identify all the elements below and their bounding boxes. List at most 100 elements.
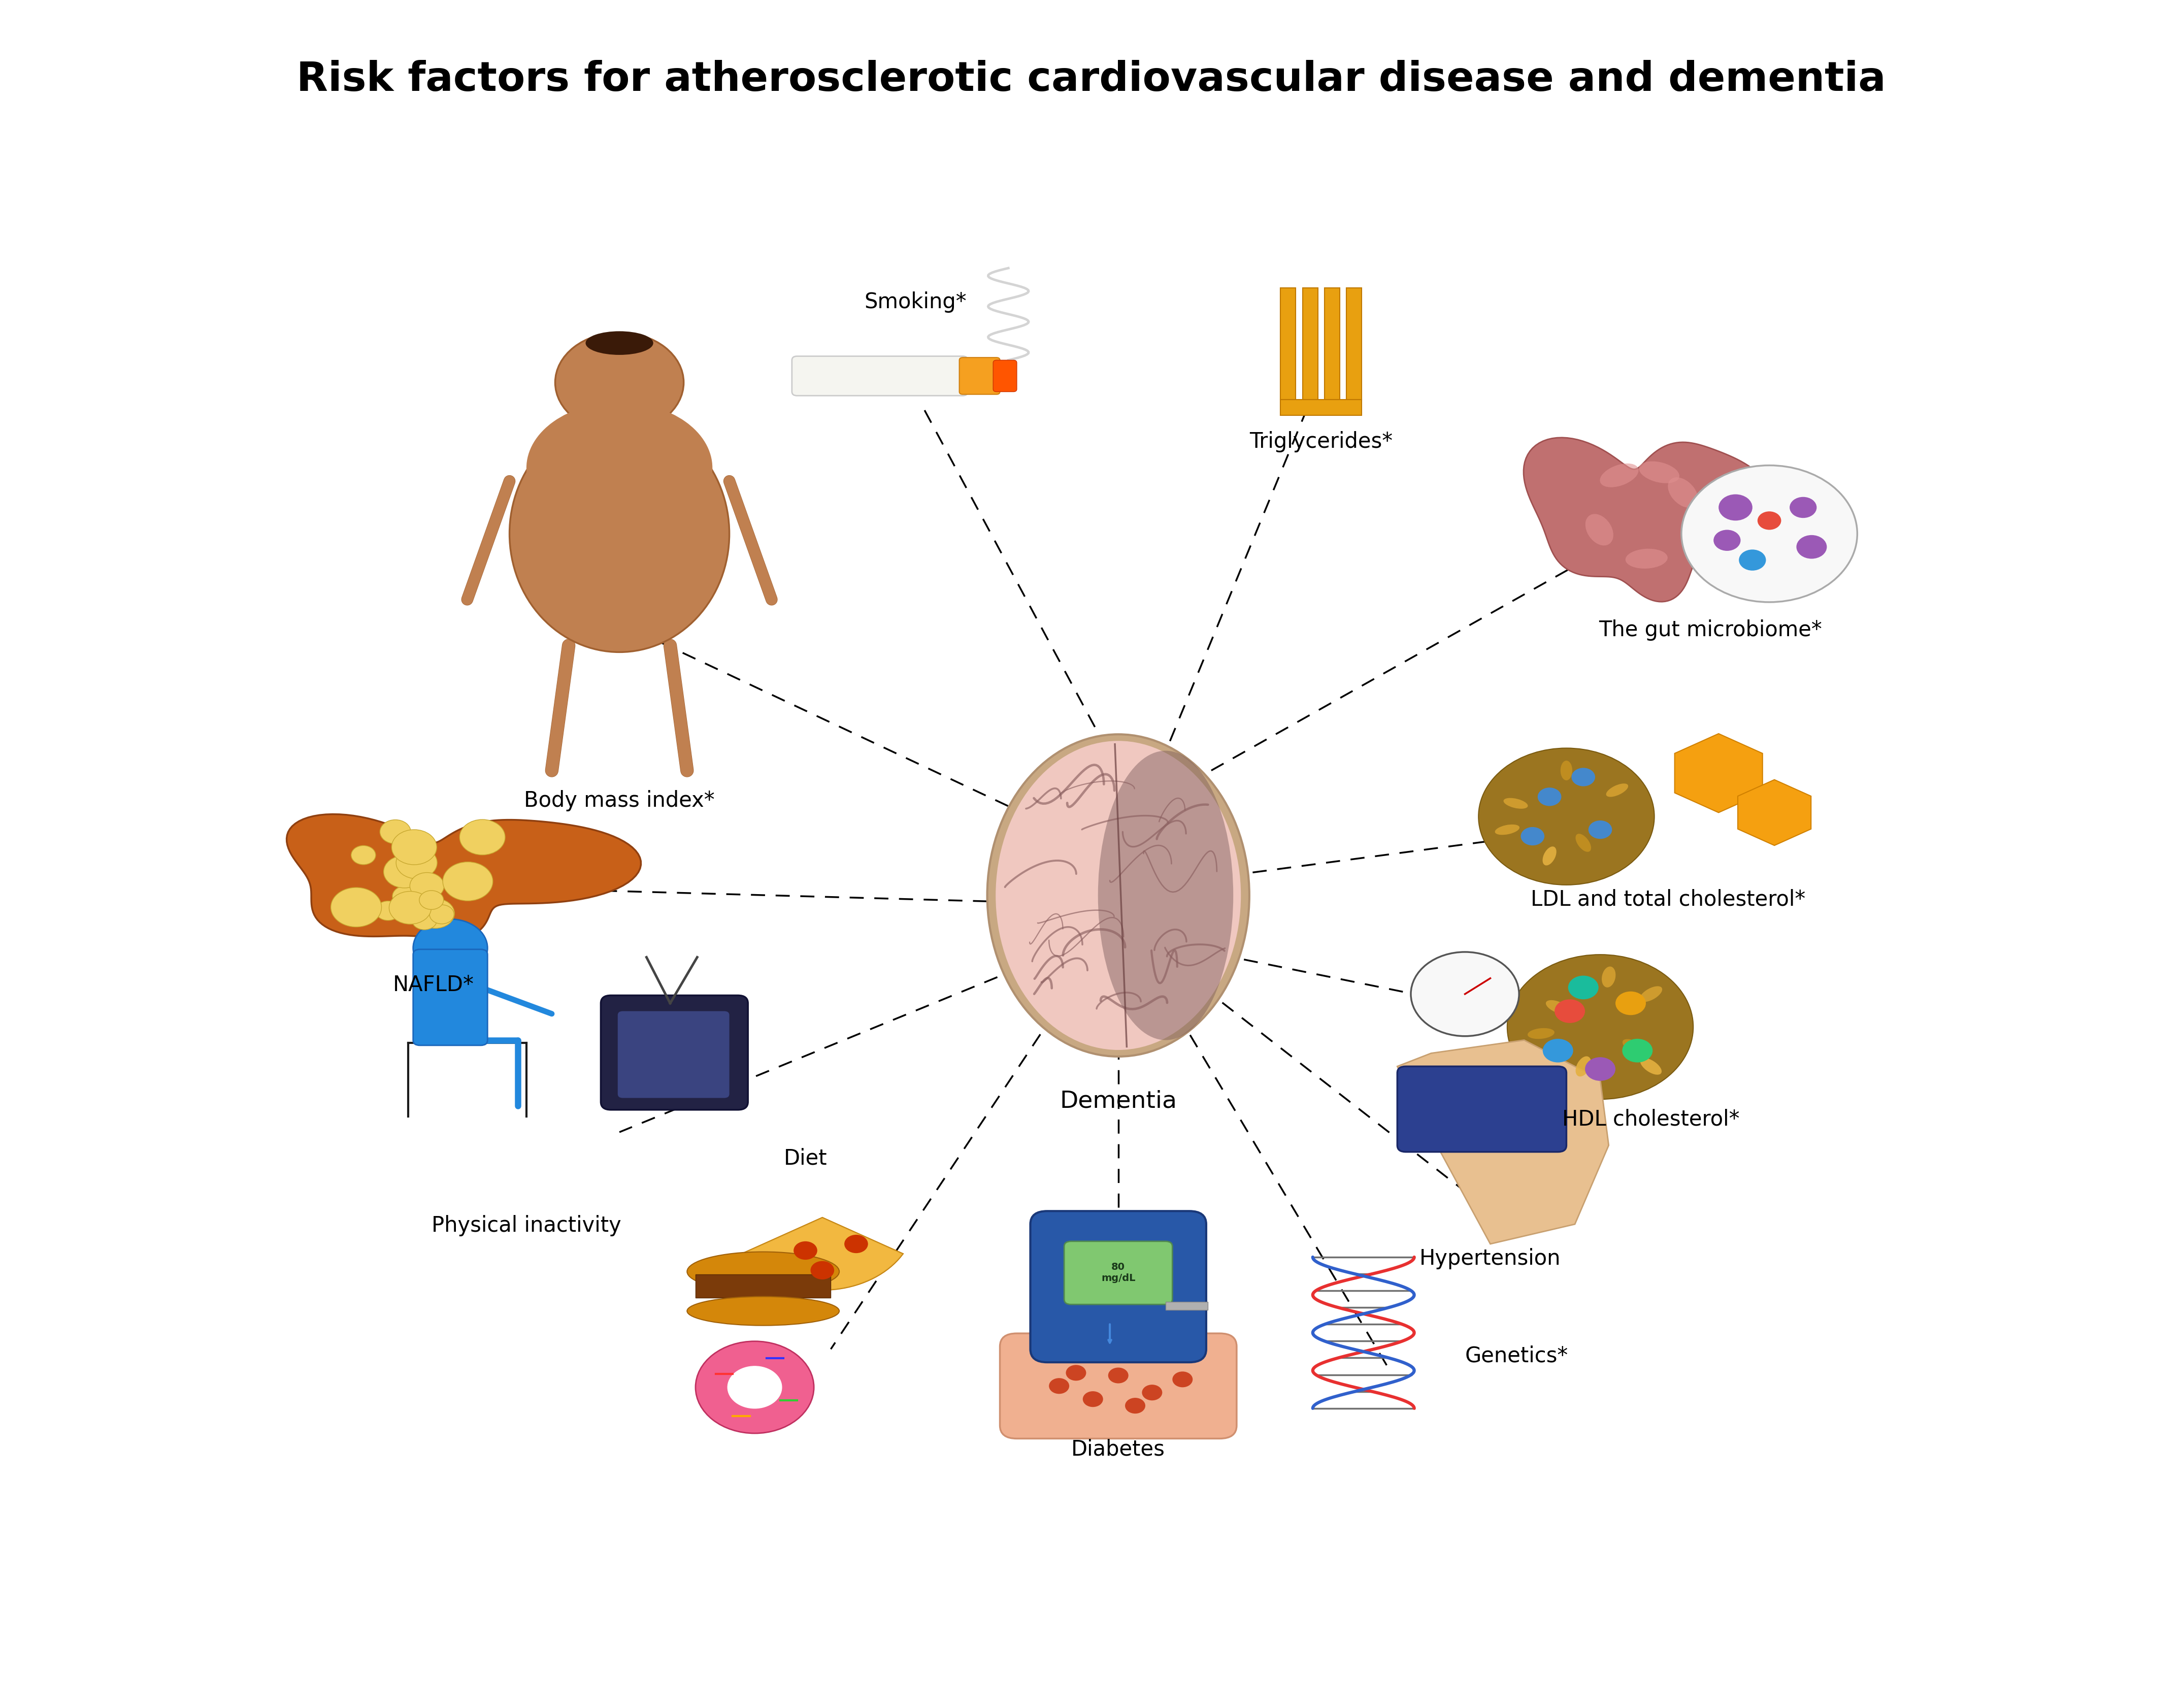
Text: Body mass index*: Body mass index*	[524, 791, 716, 811]
Circle shape	[1065, 1365, 1087, 1380]
Circle shape	[1739, 550, 1765, 570]
FancyBboxPatch shape	[999, 1334, 1237, 1438]
Text: Diet: Diet	[783, 1148, 827, 1168]
Circle shape	[1141, 1385, 1163, 1401]
Polygon shape	[286, 815, 642, 939]
Text: HDL cholesterol*: HDL cholesterol*	[1562, 1108, 1739, 1129]
Circle shape	[412, 919, 487, 977]
Circle shape	[430, 905, 454, 924]
Circle shape	[397, 847, 436, 878]
Circle shape	[388, 892, 432, 924]
Ellipse shape	[1626, 548, 1667, 569]
FancyBboxPatch shape	[600, 996, 748, 1110]
Circle shape	[1588, 820, 1612, 839]
Text: Dementia: Dementia	[1060, 1090, 1176, 1114]
Circle shape	[1789, 497, 1818, 518]
Ellipse shape	[1641, 1057, 1663, 1074]
Ellipse shape	[1599, 463, 1639, 487]
Ellipse shape	[1623, 1038, 1645, 1054]
FancyBboxPatch shape	[412, 950, 487, 1045]
Circle shape	[1108, 1368, 1128, 1383]
Ellipse shape	[1586, 514, 1612, 545]
Circle shape	[1615, 991, 1645, 1015]
Circle shape	[1569, 975, 1599, 999]
Circle shape	[384, 856, 425, 888]
Circle shape	[1719, 494, 1752, 521]
Polygon shape	[742, 1218, 903, 1290]
Polygon shape	[1523, 437, 1772, 601]
Text: The gut microbiome*: The gut microbiome*	[1599, 620, 1822, 640]
Circle shape	[1682, 465, 1857, 603]
Circle shape	[1412, 951, 1519, 1037]
Circle shape	[399, 834, 436, 863]
Ellipse shape	[1560, 760, 1573, 781]
FancyBboxPatch shape	[1065, 1242, 1172, 1305]
Circle shape	[1713, 529, 1741, 552]
Circle shape	[1621, 1038, 1652, 1062]
Text: NAFLD*: NAFLD*	[393, 974, 473, 996]
Ellipse shape	[687, 1296, 840, 1325]
Circle shape	[1521, 827, 1545, 845]
FancyBboxPatch shape	[618, 1011, 729, 1098]
Ellipse shape	[1602, 967, 1615, 987]
Ellipse shape	[1495, 825, 1519, 835]
Text: Smoking*: Smoking*	[864, 292, 967, 313]
Circle shape	[410, 873, 445, 898]
Text: Diabetes: Diabetes	[1071, 1438, 1165, 1460]
Bar	[1281, 289, 1296, 400]
Ellipse shape	[1503, 798, 1527, 808]
Text: Triglycerides*: Triglycerides*	[1250, 430, 1392, 453]
Text: Hypertension: Hypertension	[1420, 1249, 1560, 1269]
Circle shape	[1479, 748, 1654, 885]
Text: Genetics*: Genetics*	[1464, 1346, 1569, 1366]
Bar	[1281, 400, 1362, 415]
FancyBboxPatch shape	[1030, 1211, 1207, 1363]
Polygon shape	[1396, 1040, 1608, 1243]
Circle shape	[1126, 1397, 1146, 1414]
Circle shape	[1571, 769, 1595, 786]
Ellipse shape	[1527, 1028, 1554, 1038]
Circle shape	[727, 1366, 781, 1409]
Circle shape	[380, 820, 410, 844]
FancyBboxPatch shape	[993, 360, 1017, 391]
FancyBboxPatch shape	[792, 357, 969, 396]
Circle shape	[1584, 1057, 1615, 1081]
Circle shape	[375, 902, 401, 921]
Circle shape	[1538, 787, 1562, 806]
Ellipse shape	[1667, 477, 1698, 507]
Ellipse shape	[585, 331, 652, 355]
Bar	[1324, 289, 1340, 400]
Circle shape	[1082, 1392, 1104, 1407]
Bar	[1346, 289, 1362, 400]
Bar	[1303, 289, 1318, 400]
Bar	[696, 1274, 831, 1298]
Circle shape	[1757, 511, 1781, 529]
Circle shape	[443, 863, 493, 900]
Ellipse shape	[511, 415, 729, 652]
Circle shape	[351, 845, 375, 864]
Circle shape	[1554, 999, 1584, 1023]
Bar	[1165, 1301, 1209, 1310]
Circle shape	[417, 898, 454, 927]
Ellipse shape	[1543, 847, 1556, 866]
Text: LDL and total cholesterol*: LDL and total cholesterol*	[1530, 888, 1805, 910]
Polygon shape	[1737, 779, 1811, 845]
Circle shape	[1508, 955, 1693, 1100]
Circle shape	[794, 1242, 818, 1261]
Circle shape	[412, 910, 436, 929]
Ellipse shape	[1639, 461, 1680, 483]
Ellipse shape	[526, 403, 714, 535]
Polygon shape	[742, 1218, 903, 1290]
Circle shape	[554, 333, 683, 432]
Circle shape	[460, 820, 504, 856]
FancyBboxPatch shape	[1396, 1066, 1567, 1151]
Ellipse shape	[1575, 1056, 1591, 1076]
Ellipse shape	[1098, 752, 1233, 1040]
Text: Risk factors for atherosclerotic cardiovascular disease and dementia: Risk factors for atherosclerotic cardiov…	[297, 60, 1885, 99]
Circle shape	[1543, 1038, 1573, 1062]
Ellipse shape	[986, 734, 1250, 1057]
Circle shape	[1796, 535, 1826, 559]
Polygon shape	[1674, 734, 1763, 813]
Circle shape	[1050, 1378, 1069, 1394]
Ellipse shape	[1606, 784, 1628, 798]
